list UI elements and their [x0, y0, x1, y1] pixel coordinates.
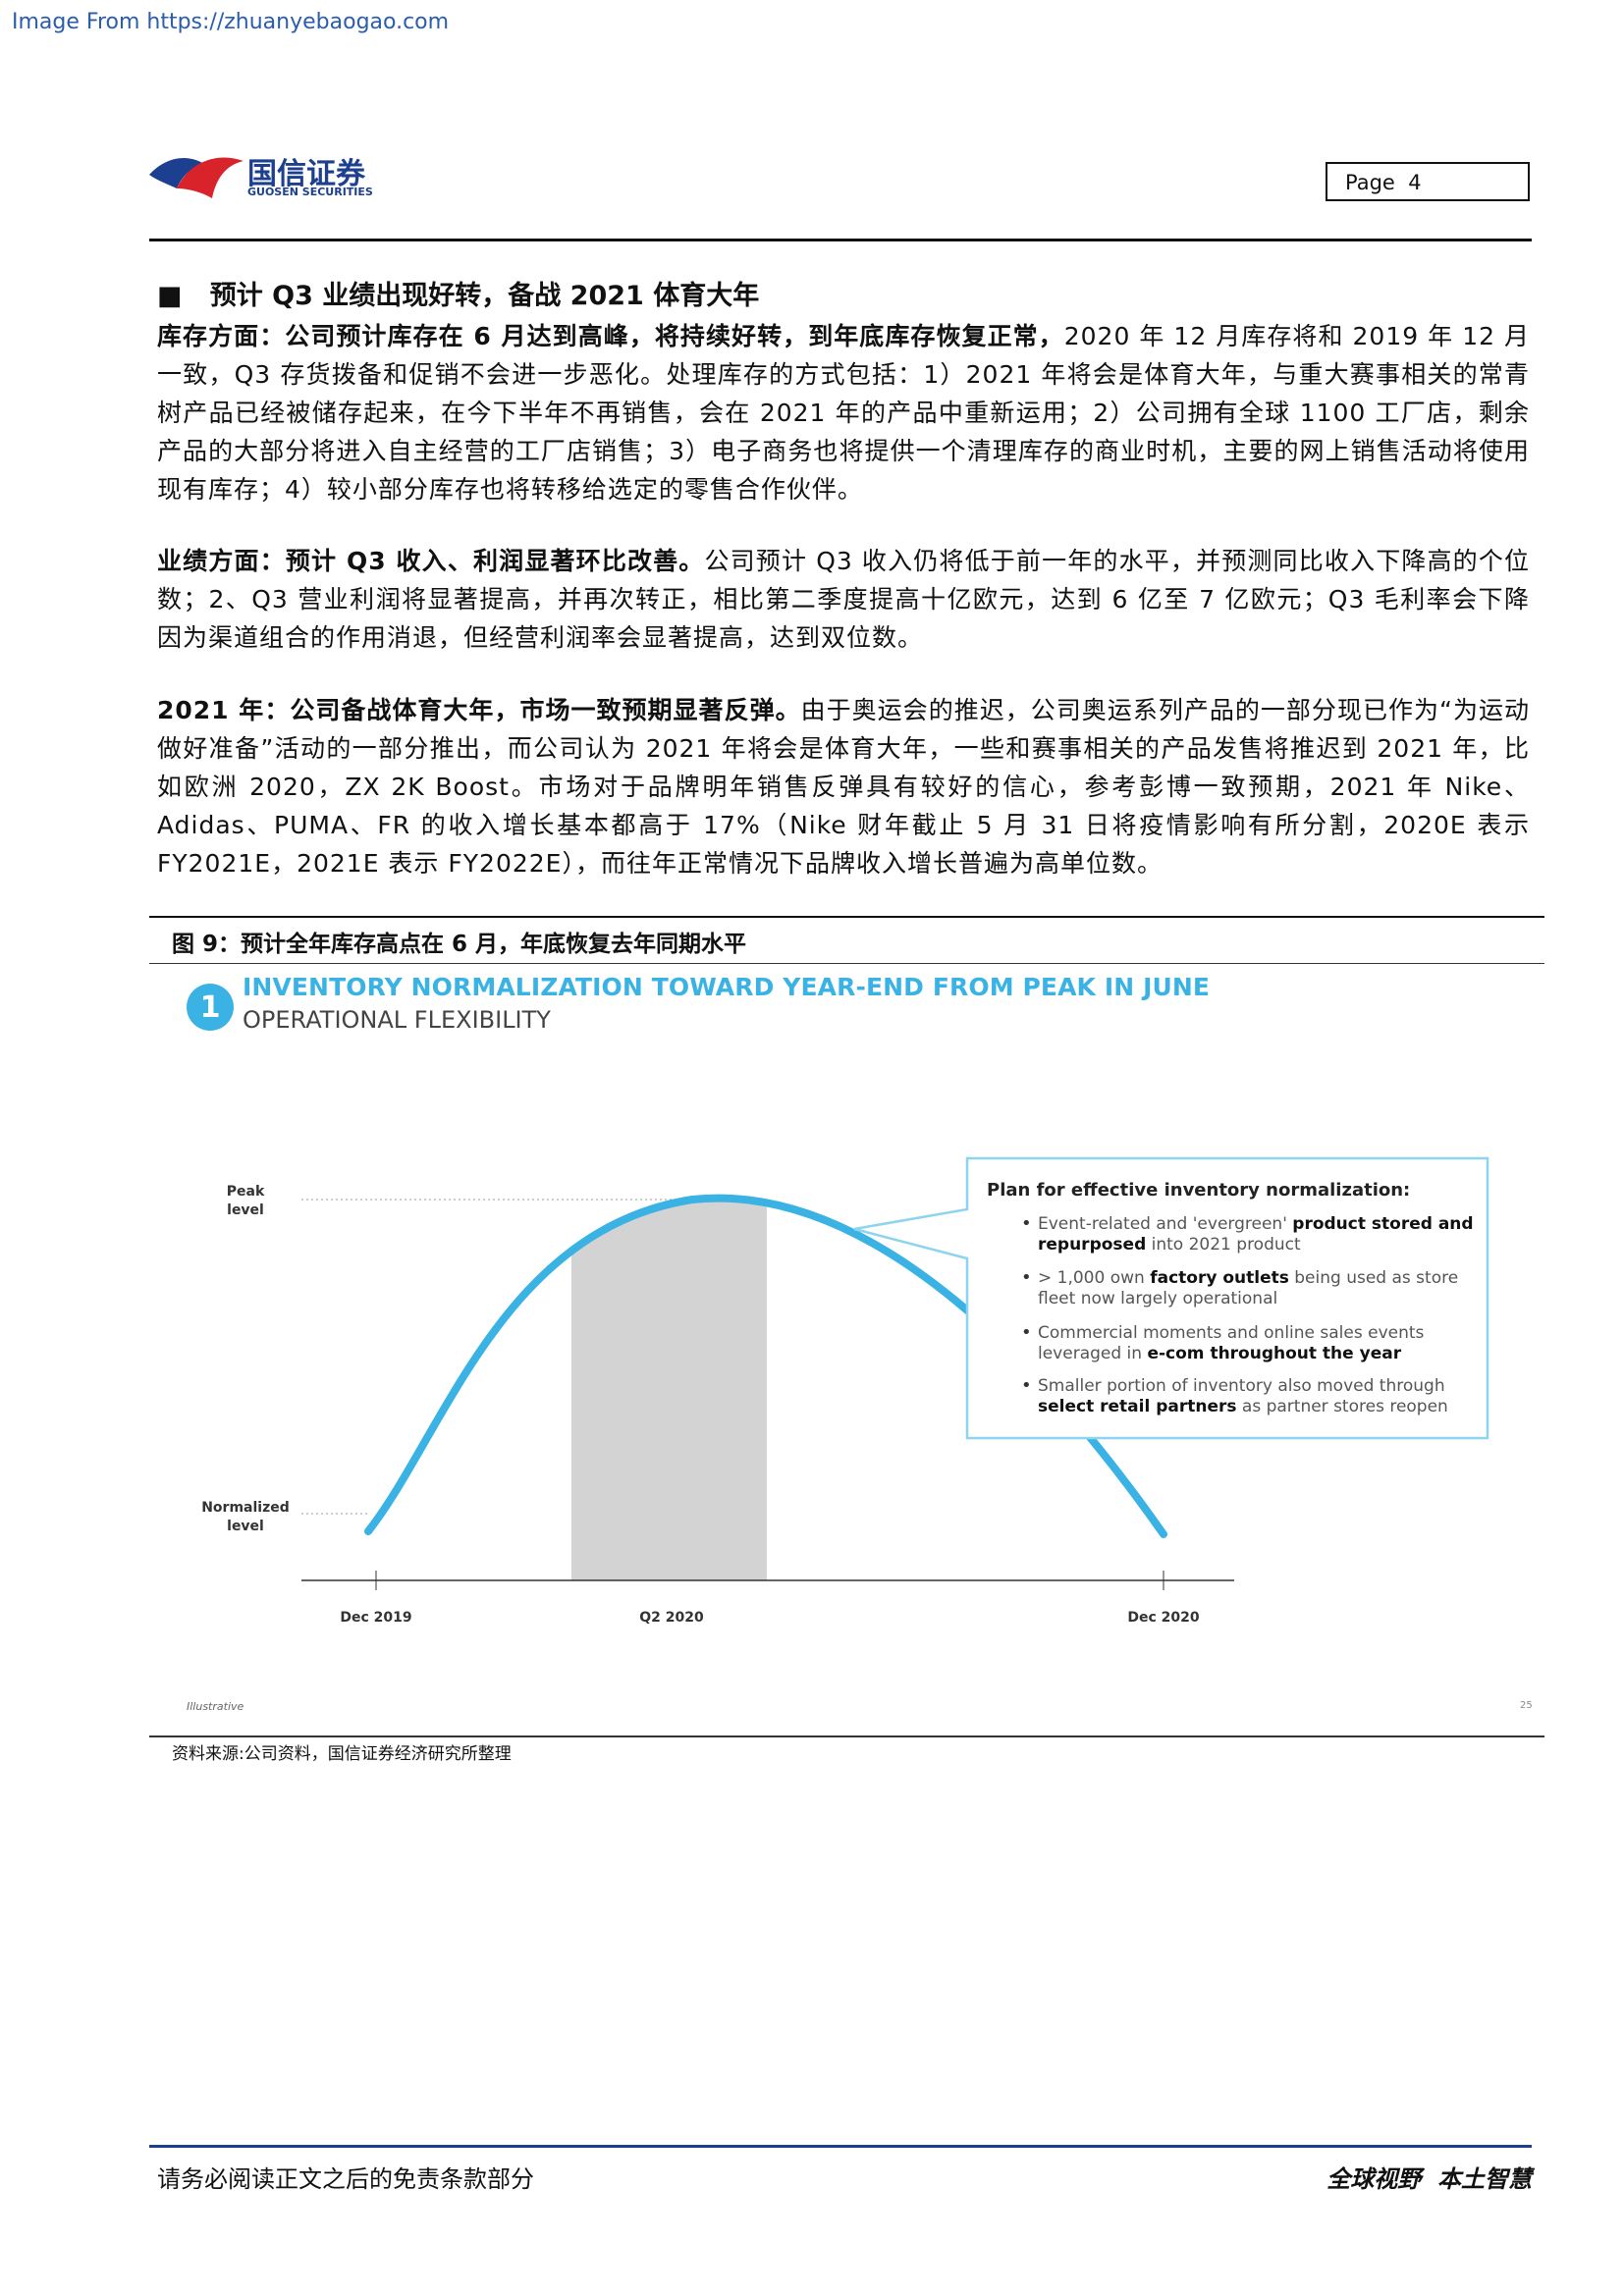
- y-label: level: [227, 1519, 264, 1534]
- bullet-line: Smaller portion of inventory also moved …: [1038, 1376, 1445, 1396]
- bullet-segment: into 2021 product: [1146, 1235, 1301, 1255]
- para-body: 2020 年 12 月库存将和 2019 年 12 月一致，Q3 存货拨备和促销…: [157, 322, 1531, 504]
- y-label: Peak: [227, 1184, 265, 1200]
- footer-rule: [149, 2145, 1532, 2148]
- badge-number: 1: [200, 990, 221, 1025]
- heading-text: 预计 Q3 业绩出现好转，备战 2021 体育大年: [209, 281, 760, 311]
- para-lead: 业绩方面：预计 Q3 收入、利润显著环比改善。: [157, 547, 705, 575]
- bullet-segment: repurposed: [1038, 1235, 1146, 1255]
- figure-caption: 图 9：预计全年库存高点在 6 月，年底恢复去年同期水平: [172, 932, 747, 957]
- bullet-segment: as partner stores reopen: [1237, 1397, 1448, 1416]
- bullet-dot: •: [1021, 1213, 1032, 1234]
- page-box: [1326, 162, 1530, 201]
- para-body: 由于奥运会的推迟，公司奥运系列产品的一部分现已作为“为运动做好准备”活动的一部分…: [157, 696, 1530, 878]
- bullet-line: > 1,000 own factory outlets being used a…: [1038, 1268, 1458, 1288]
- caption-rule: [149, 916, 1544, 918]
- source-url: Image From https://zhuanyebaogao.com: [12, 10, 450, 34]
- caption-rule: [149, 963, 1544, 964]
- bullet-segment: leveraged in: [1038, 1344, 1147, 1363]
- header-rule: [149, 239, 1532, 241]
- bullet-line: Commercial moments and online sales even…: [1038, 1323, 1425, 1343]
- bullet-line: leveraged in e-com throughout the year: [1038, 1344, 1402, 1363]
- bullet-line: fleet now largely operational: [1038, 1289, 1277, 1308]
- figure: 1 INVENTORY NORMALIZATION TOWARD YEAR-END…: [187, 973, 1533, 1713]
- y-label: Normalized: [201, 1500, 290, 1516]
- figure-note: Illustrative: [187, 1700, 244, 1713]
- box-title: Plan for effective inventory normalizati…: [987, 1180, 1410, 1201]
- bullet-segment: factory outlets: [1150, 1268, 1289, 1288]
- paragraph: 库存方面：公司预计库存在 6 月达到高峰，将持续好转，到年底库存恢复正常，202…: [157, 317, 1530, 508]
- bullet-dot: •: [1021, 1267, 1032, 1288]
- para-lead: 2021 年：公司备战体育大年，市场一致预期显著反弹。: [157, 696, 801, 724]
- paragraph: 业绩方面：预计 Q3 收入、利润显著环比改善。公司预计 Q3 收入仍将低于前一年…: [157, 542, 1530, 657]
- bullet-segment: select retail partners: [1038, 1397, 1237, 1416]
- bullet-segment: Smaller portion of inventory also moved …: [1038, 1376, 1445, 1396]
- bullet-segment: Commercial moments and online sales even…: [1038, 1323, 1425, 1343]
- y-label: level: [227, 1202, 264, 1218]
- bullet-segment: e-com throughout the year: [1147, 1344, 1401, 1363]
- logo-en: GUOSEN SECURITIES: [247, 186, 373, 198]
- figure-rule: [149, 1735, 1544, 1737]
- figure-source: 资料来源:公司资料，国信证券经济研究所整理: [172, 1744, 512, 1764]
- figure-title: INVENTORY NORMALIZATION TOWARD YEAR-END …: [243, 973, 1210, 1001]
- bullet-line: Event-related and 'evergreen' product st…: [1038, 1214, 1474, 1234]
- paragraph: 2021 年：公司备战体育大年，市场一致预期显著反弹。由于奥运会的推迟，公司奥运…: [157, 691, 1530, 882]
- bullet-segment: > 1,000 own: [1038, 1268, 1150, 1288]
- disclaimer: 请务必阅读正文之后的免责条款部分: [157, 2165, 534, 2193]
- bullet-segment: being used as store: [1289, 1268, 1458, 1288]
- bullet-segment: product stored and: [1292, 1214, 1473, 1234]
- para-body: 公司预计 Q3 收入仍将低于前一年的水平，并预测同比收入下降高的个位数；2、Q3…: [157, 547, 1531, 652]
- bullet-line: select retail partners as partner stores…: [1038, 1397, 1448, 1416]
- logo-mark: [149, 157, 244, 198]
- para-lead: 库存方面：公司预计库存在 6 月达到高峰，将持续好转，到年底库存恢复正常，: [157, 322, 1064, 350]
- slogan: 全球视野 本土智慧: [1326, 2165, 1532, 2193]
- section-heading: ■ 预计 Q3 业绩出现好转，备战 2021 体育大年: [157, 281, 760, 311]
- x-label: Dec 2019: [340, 1610, 411, 1626]
- bullet-dot: •: [1021, 1375, 1032, 1396]
- x-label: Dec 2020: [1127, 1610, 1200, 1626]
- x-label: Q2 2020: [639, 1610, 704, 1626]
- bullet-segment: fleet now largely operational: [1038, 1289, 1277, 1308]
- figure-subtitle: OPERATIONAL FLEXIBILITY: [243, 1006, 551, 1034]
- bullet-line: repurposed into 2021 product: [1038, 1235, 1301, 1255]
- logo-cn: 国信证券: [247, 157, 365, 191]
- page-number: Page 4: [1345, 171, 1422, 194]
- bullet-segment: Event-related and 'evergreen': [1038, 1214, 1292, 1234]
- slide-number: 25: [1520, 1700, 1533, 1711]
- bullet-dot: •: [1021, 1322, 1032, 1343]
